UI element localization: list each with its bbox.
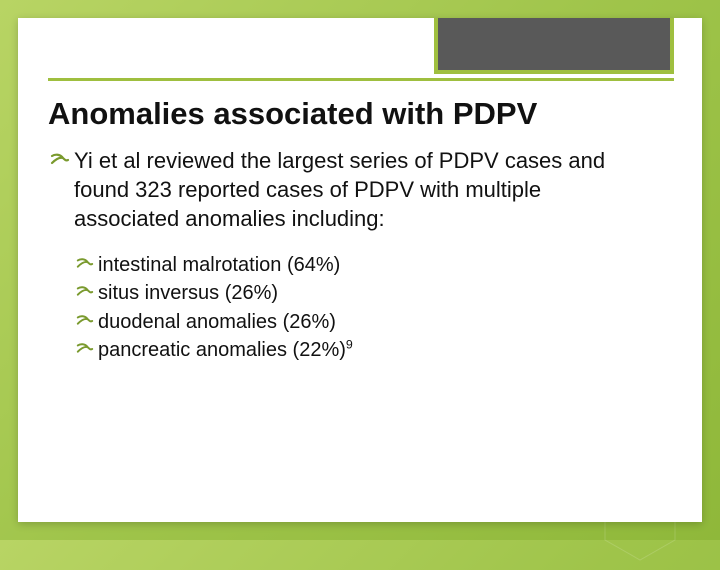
script-bullet-icon (76, 283, 94, 301)
list-item: pancreatic anomalies (22%)9 (76, 336, 652, 364)
slide-title: Anomalies associated with PDPV (48, 96, 537, 132)
intro-paragraph-text: Yi et al reviewed the largest series of … (74, 148, 605, 231)
list-item-text: pancreatic anomalies (22%) (98, 339, 346, 361)
list-item: duodenal anomalies (26%) (76, 308, 652, 336)
title-underline (48, 78, 674, 81)
script-bullet-icon (76, 312, 94, 330)
citation-superscript: 9 (346, 338, 353, 352)
list-item-text: intestinal malrotation (64%) (98, 254, 340, 276)
slide-card: Anomalies associated with PDPV Yi et al … (18, 18, 702, 522)
intro-paragraph: Yi et al reviewed the largest series of … (74, 146, 652, 233)
script-bullet-icon (50, 150, 70, 170)
list-item-text: duodenal anomalies (26%) (98, 311, 336, 333)
list-item-text: situs inversus (26%) (98, 282, 278, 304)
list-item: intestinal malrotation (64%) (76, 251, 652, 279)
script-bullet-icon (76, 255, 94, 273)
script-bullet-icon (76, 340, 94, 358)
anomaly-sublist: intestinal malrotation (64%) situs inver… (76, 251, 652, 365)
slide-body: Yi et al reviewed the largest series of … (74, 146, 652, 365)
header-tab-box (434, 18, 674, 74)
list-item: situs inversus (26%) (76, 279, 652, 307)
